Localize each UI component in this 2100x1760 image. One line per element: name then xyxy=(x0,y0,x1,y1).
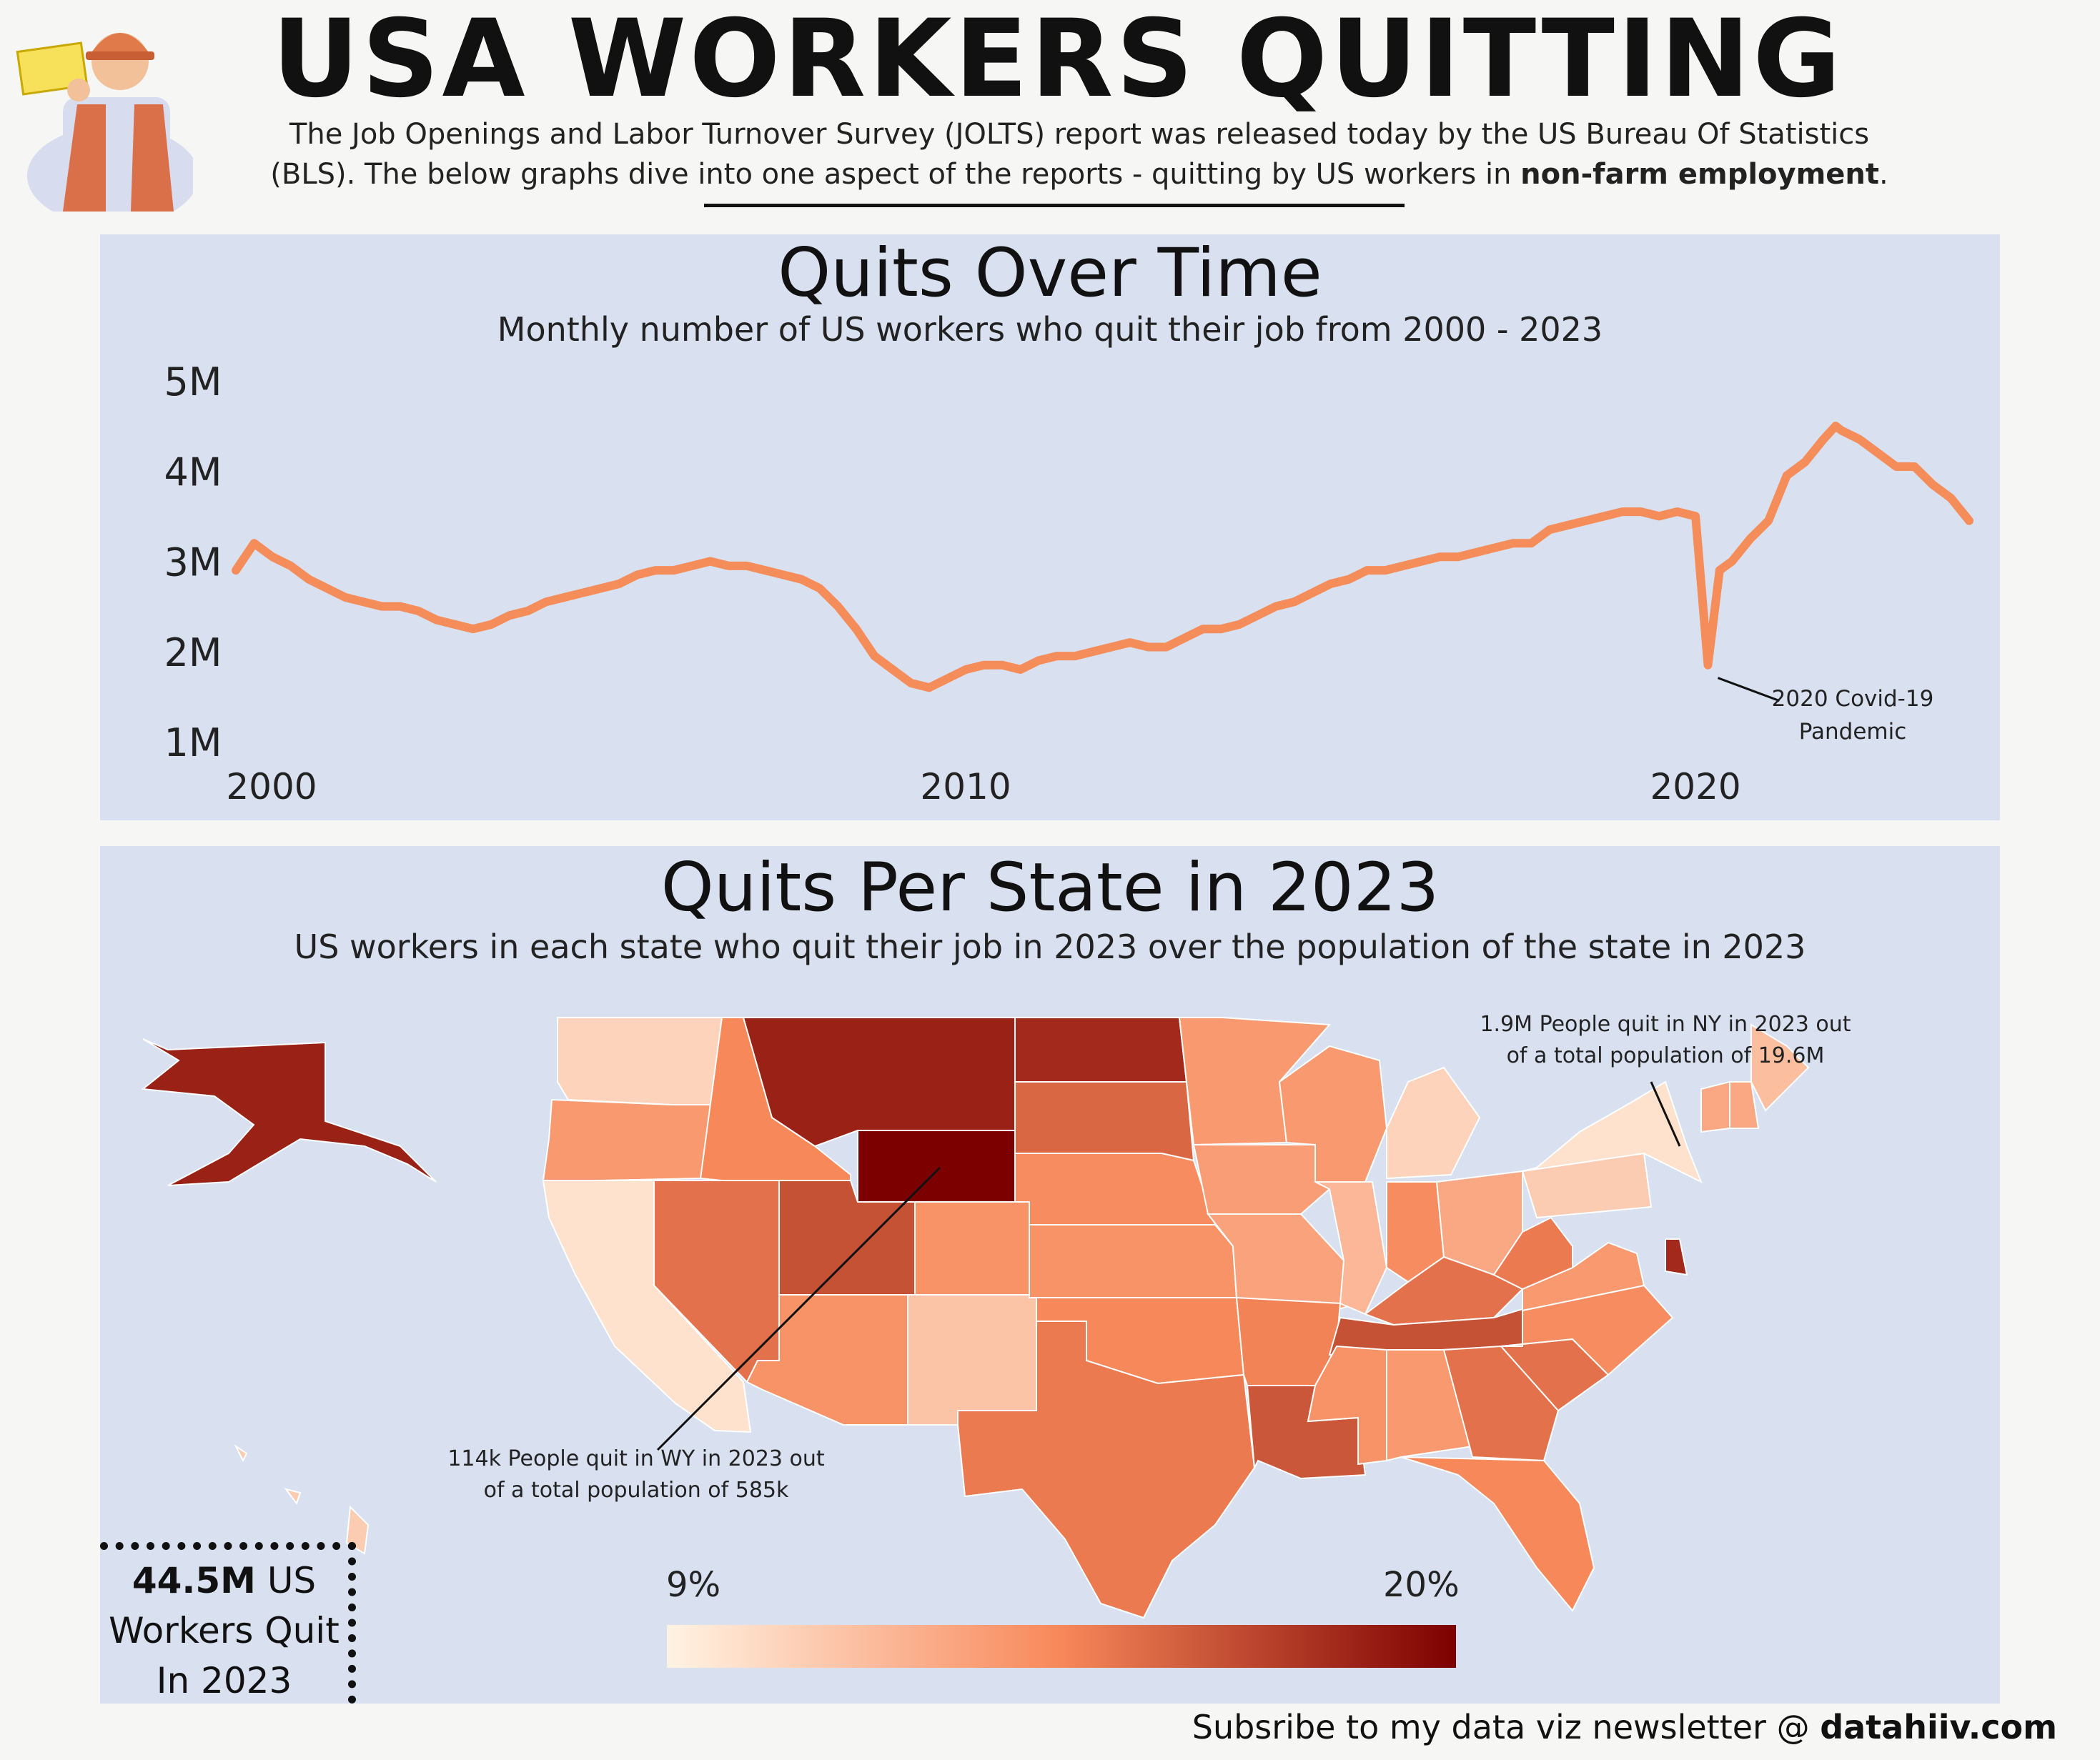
series-line xyxy=(232,422,1973,692)
x-tick-label: 2010 xyxy=(920,766,1011,807)
x-tick-label: 2000 xyxy=(226,766,317,807)
ny-leader-line xyxy=(1650,1081,1681,1147)
map-title: Quits Per State in 2023 xyxy=(660,849,1440,927)
state-nh xyxy=(1729,1081,1760,1129)
intro-line-2: (BLS). The below graphs dive into one as… xyxy=(186,154,1973,194)
state-mi xyxy=(1386,1066,1481,1180)
ny-callout-line-2: of a total population of 19.6M xyxy=(1506,1043,1825,1068)
state-map xyxy=(141,1017,1810,1619)
state-vt xyxy=(1700,1080,1730,1133)
annotation-text: 2020 Covid-19 xyxy=(1772,686,1934,712)
state-ga xyxy=(1442,1345,1560,1462)
annotation-leader xyxy=(1717,677,1780,702)
construction-worker-icon xyxy=(16,33,199,226)
y-tick-label: 3M xyxy=(164,540,222,585)
state-tx xyxy=(957,1321,1256,1619)
total-line-2: Workers Quit xyxy=(109,1610,340,1651)
intro-bold: non-farm employment xyxy=(1520,158,1880,191)
ny-callout-line-1: 1.9M People quit in NY in 2023 out xyxy=(1480,1012,1851,1037)
scale-min-label: 9% xyxy=(666,1565,721,1605)
state-or xyxy=(542,1098,723,1181)
total-line-3: In 2023 xyxy=(156,1660,292,1701)
state-nm xyxy=(907,1294,1037,1426)
footer-text: Subsribe to my data viz newsletter @ xyxy=(1192,1708,1821,1746)
state-nd xyxy=(1014,1017,1188,1083)
y-tick-label: 1M xyxy=(164,720,222,765)
total-quits-box: 44.5M US Workers Quit In 2023 xyxy=(100,1542,356,1704)
state-me xyxy=(1750,1023,1810,1112)
scale-max-label: 20% xyxy=(1383,1565,1460,1605)
worker-illustration xyxy=(13,4,199,226)
state-wv xyxy=(1492,1216,1573,1291)
state-wy xyxy=(857,1130,1016,1203)
total-value: 44.5M xyxy=(132,1560,256,1601)
state-sd xyxy=(1014,1081,1195,1162)
page-title: USA WORKERS QUITTING xyxy=(272,0,1844,121)
annotation-text: Pandemic xyxy=(1799,719,1907,745)
wy-callout-line-1: 114k People quit in WY in 2023 out xyxy=(447,1446,825,1471)
state-ne xyxy=(1014,1153,1217,1225)
state-ia xyxy=(1192,1144,1331,1215)
state-fl xyxy=(1400,1456,1595,1612)
wy-leader-line xyxy=(656,1166,941,1451)
ny-callout: 1.9M People quit in NY in 2023 out of a … xyxy=(1387,1009,1944,1072)
state-hi xyxy=(234,1444,370,1555)
color-scale-bar xyxy=(667,1625,1456,1668)
state-nc xyxy=(1500,1284,1674,1376)
y-tick-label: 5M xyxy=(164,359,222,404)
quits-per-state-panel: Quits Per State in 2023 US workers in ea… xyxy=(100,846,2000,1704)
total-unit: US xyxy=(255,1560,317,1601)
wy-callout: 114k People quit in WY in 2023 out of a … xyxy=(415,1443,858,1506)
intro-text: The Job Openings and Labor Turnover Surv… xyxy=(186,114,1973,194)
state-il xyxy=(1314,1181,1388,1316)
header-divider xyxy=(704,204,1405,207)
state-mo xyxy=(1206,1213,1359,1313)
chart-title: Quits Over Time xyxy=(778,234,1322,312)
state-ks xyxy=(1029,1224,1238,1298)
footer-link[interactable]: datahiiv.com xyxy=(1820,1708,2057,1746)
y-tick-label: 2M xyxy=(164,630,222,675)
state-ak xyxy=(141,1038,437,1186)
state-de xyxy=(1665,1238,1688,1276)
quits-over-time-panel: Quits Over Time Monthly number of US wor… xyxy=(100,234,2000,820)
state-co xyxy=(914,1201,1030,1296)
chart-subtitle: Monthly number of US workers who quit th… xyxy=(497,310,1603,349)
y-tick-label: 4M xyxy=(164,449,222,494)
total-line-1: 44.5M US xyxy=(100,1556,348,1606)
state-ny xyxy=(1522,1080,1703,1184)
intro-line-2-text: (BLS). The below graphs dive into one as… xyxy=(270,158,1521,191)
intro-line-1: The Job Openings and Labor Turnover Surv… xyxy=(289,118,1870,151)
map-subtitle: US workers in each state who quit their … xyxy=(294,928,1806,966)
wy-callout-line-2: of a total population of 585k xyxy=(483,1478,789,1503)
footer: Subsribe to my data viz newsletter @ dat… xyxy=(1192,1708,2057,1746)
x-tick-label: 2020 xyxy=(1650,766,1740,807)
intro-line-2-end: . xyxy=(1879,158,1888,191)
